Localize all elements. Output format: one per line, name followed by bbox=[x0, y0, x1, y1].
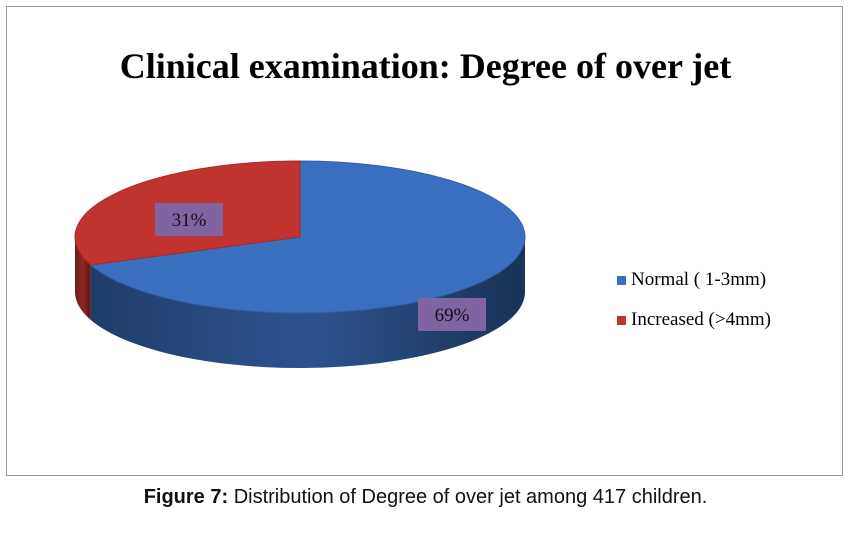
legend-item-increased: Increased (>4mm) bbox=[617, 309, 771, 331]
pie-side-1 bbox=[75, 237, 91, 320]
pie-side-0 bbox=[90, 237, 525, 369]
data-label-bg-0 bbox=[418, 298, 486, 331]
legend-label-normal: Normal ( 1-3mm) bbox=[631, 269, 767, 290]
pie-slice-0 bbox=[89, 160, 526, 314]
data-label-0: 69% bbox=[435, 305, 470, 326]
caption-text: Distribution of Degree of over jet among… bbox=[228, 486, 708, 508]
figure-caption: Figure 7: Distribution of Degree of over… bbox=[0, 486, 851, 509]
chart-frame: Clinical examination: Degree of over jet… bbox=[6, 6, 843, 476]
legend-swatch-normal bbox=[617, 275, 626, 285]
legend-swatch-increased bbox=[617, 315, 626, 325]
legend-item-normal: Normal ( 1-3mm) bbox=[617, 269, 771, 291]
pie-chart: 69% 31% bbox=[74, 160, 526, 369]
legend-label-increased: Increased (>4mm) bbox=[631, 309, 771, 330]
chart-title: Clinical examination: Degree of over jet bbox=[119, 46, 732, 86]
caption-prefix: Figure 7: bbox=[143, 486, 229, 508]
data-label-1: 31% bbox=[172, 210, 207, 231]
legend: Normal ( 1-3mm) Increased (>4mm) bbox=[617, 269, 771, 349]
data-label-bg-1 bbox=[155, 203, 223, 236]
